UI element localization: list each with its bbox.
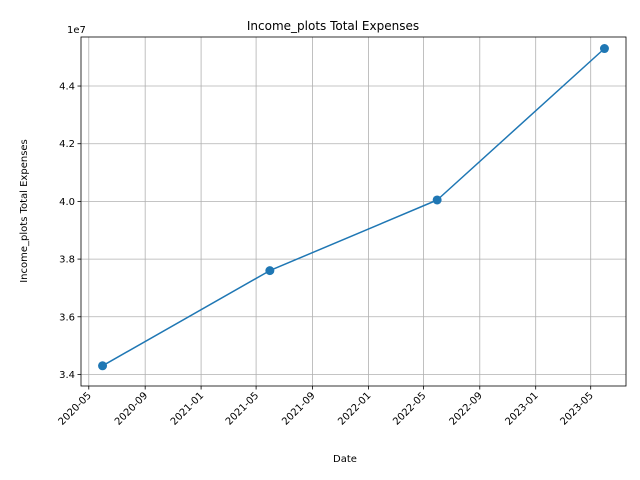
y-ticks: 3.4 3.6 3.8 4.0 4.2 4.4 — [59, 82, 81, 381]
data-point — [265, 266, 275, 276]
y-tick-label: 4.4 — [59, 82, 75, 93]
data-point — [599, 44, 609, 54]
x-axis-title: Date — [333, 454, 357, 465]
y-tick-label: 3.4 — [59, 370, 75, 381]
plot-frame — [80, 36, 627, 387]
y-tick-label: 3.6 — [59, 312, 75, 323]
y-tick-label: 4.0 — [59, 197, 75, 208]
y-offset-label: 1e7 — [67, 25, 86, 36]
series-line — [102, 47, 606, 367]
y-tick-label: 4.2 — [59, 139, 75, 150]
y-axis-title: Income_plots Total Expenses — [19, 139, 30, 283]
chart-title: Income_plots Total Expenses — [247, 19, 419, 33]
y-tick-label: 3.8 — [59, 255, 75, 266]
data-point — [98, 361, 108, 371]
series — [98, 44, 609, 371]
grid — [81, 37, 626, 386]
data-point — [432, 195, 442, 205]
